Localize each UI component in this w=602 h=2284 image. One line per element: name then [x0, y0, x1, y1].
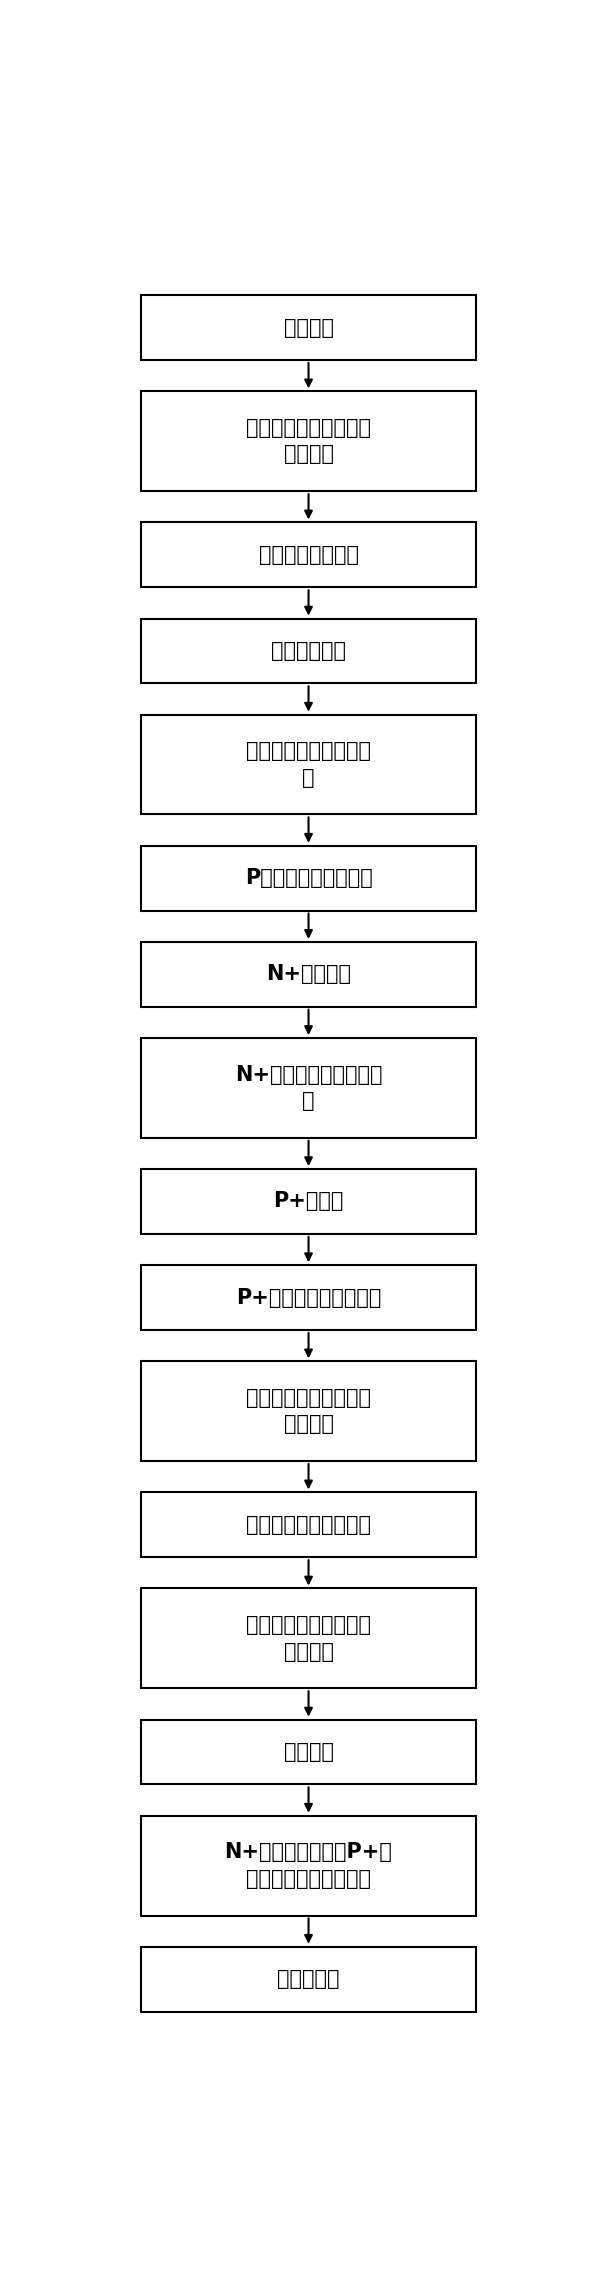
Text: P+区光刻: P+区光刻 — [273, 1192, 344, 1211]
Bar — [141, 1816, 477, 1916]
Text: 金属淀积、光刻、刻蚀: 金属淀积、光刻、刻蚀 — [246, 1514, 371, 1535]
Text: 介质膜生长，场限环光
刻、刻蚀: 介质膜生长，场限环光 刻、刻蚀 — [246, 418, 371, 464]
Bar — [141, 1169, 477, 1233]
Text: 介质膜生长，接触孔光
刻、刻蚀: 介质膜生长，接触孔光 刻、刻蚀 — [246, 1389, 371, 1434]
Bar — [141, 1037, 477, 1137]
Text: 多晶硅淀积、光刻、刻
蚀: 多晶硅淀积、光刻、刻 蚀 — [246, 742, 371, 788]
Bar — [141, 1720, 477, 1784]
Text: 介质膜生长，钝化层光
刻、刻蚀: 介质膜生长，钝化层光 刻、刻蚀 — [246, 1615, 371, 1660]
Bar — [141, 523, 477, 587]
Text: 基片制备: 基片制备 — [284, 317, 334, 338]
Bar — [141, 715, 477, 815]
Bar — [141, 1265, 477, 1329]
Bar — [141, 391, 477, 491]
Bar — [141, 619, 477, 683]
Text: 高耐压栅氧化: 高耐压栅氧化 — [271, 642, 346, 660]
Bar — [141, 1946, 477, 2012]
Text: N+场截止层掺杂、P+集
电区掺杂，高温热处理: N+场截止层掺杂、P+集 电区掺杂，高温热处理 — [225, 1843, 393, 1889]
Bar — [141, 1587, 477, 1688]
Bar — [141, 1361, 477, 1462]
Text: P+区掺杂、高温热处理: P+区掺杂、高温热处理 — [236, 1288, 381, 1309]
Text: 背面金属化: 背面金属化 — [278, 1969, 340, 1989]
Bar — [141, 941, 477, 1007]
Bar — [141, 295, 477, 361]
Text: N+源区光刻: N+源区光刻 — [266, 964, 351, 984]
Bar — [141, 845, 477, 911]
Text: N+源区掺杂、高温热处
理: N+源区掺杂、高温热处 理 — [235, 1064, 382, 1110]
Text: P阱掺杂、高温热处理: P阱掺杂、高温热处理 — [244, 868, 373, 888]
Bar — [141, 1491, 477, 1558]
Text: 深沟槽光刻、刻蚀: 深沟槽光刻、刻蚀 — [258, 546, 359, 564]
Text: 背面减薄: 背面减薄 — [284, 1743, 334, 1761]
